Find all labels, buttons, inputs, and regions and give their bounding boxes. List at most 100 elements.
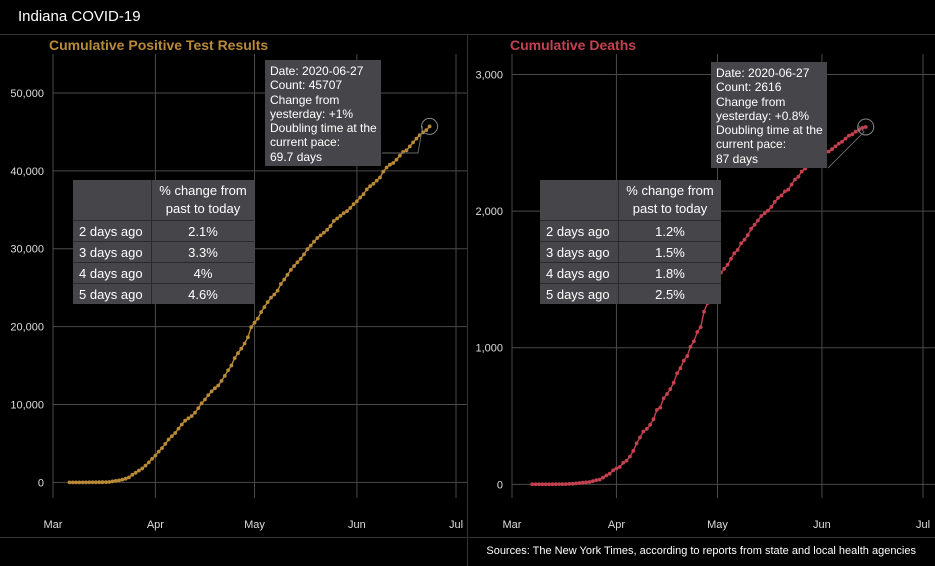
data-point [786,187,791,192]
data-point [641,429,646,434]
table-row: 2 days ago 2.1% [73,220,254,242]
data-point [776,196,780,200]
data-point [762,211,767,216]
data-point [388,162,392,167]
table-header: % change from past to today [618,180,721,221]
y-tick-label: 0 [497,479,503,491]
row-label: 5 days ago [73,283,152,304]
data-point [179,422,184,427]
data-point [351,202,356,207]
data-point [246,335,250,340]
table-corner [73,180,152,221]
data-point [133,470,138,475]
data-point [843,136,848,141]
data-point [236,351,240,356]
data-point [252,320,257,325]
tooltip-line: Count: 45707 [270,78,343,93]
data-point [156,449,161,454]
data-point [348,206,353,210]
y-tick-label: 40,000 [10,166,44,178]
data-point [543,482,548,487]
data-point [537,482,541,487]
highlight-marker [857,118,875,136]
data-point [239,346,244,351]
data-point [183,418,188,423]
data-point [391,161,396,165]
data-point [759,214,764,218]
y-tick-label: 20,000 [10,322,44,334]
row-value: 1.5% [618,241,721,263]
row-label: 2 days ago [540,220,619,242]
data-point [282,277,287,282]
data-point [328,224,333,228]
tooltip-leader-line [827,124,865,169]
data-point [209,389,214,394]
table-row: 5 days ago 2.5% [540,283,721,304]
x-tick-label: Mar [44,519,63,531]
x-tick-label: Apr [608,519,625,531]
data-point [397,153,402,158]
row-value: 4.6% [151,283,254,304]
data-point [695,330,700,334]
data-point [341,211,346,216]
panel-title: Cumulative Positive Test Results [49,37,268,53]
data-point [206,393,211,397]
data-point [793,177,797,182]
data-point [783,189,787,194]
data-point [77,480,82,485]
data-point [533,482,538,487]
data-point [265,300,270,304]
data-point [675,371,679,376]
data-point [847,133,851,138]
row-value: 1.2% [618,220,721,242]
data-point [681,358,686,363]
data-point [345,209,349,214]
data-point [745,233,750,238]
panel-title: Cumulative Deaths [510,37,636,53]
data-point [94,480,98,485]
data-point [318,233,323,238]
data-point [295,260,300,265]
tooltip-line: Change from [270,92,340,107]
data-point [130,472,135,477]
data-point [648,422,652,427]
x-tick-label: Jul [916,519,930,531]
data-point [427,124,432,129]
tooltip-line: Doubling time at the [270,121,377,136]
row-label: 4 days ago [73,262,152,284]
data-point [617,465,622,469]
data-point [176,426,181,431]
data-point [127,475,131,480]
data-point [275,288,280,293]
data-point [853,129,858,134]
tooltip-line: 87 days [716,151,759,166]
data-point [242,341,247,346]
data-point [772,199,777,204]
data-point [732,251,737,256]
data-point [90,480,95,485]
row-value: 2.1% [151,220,254,242]
data-point [67,480,72,485]
data-point [186,416,191,421]
data-point [381,169,386,174]
data-point [638,435,642,440]
y-tick-label: 30,000 [10,244,44,256]
data-point [104,480,108,484]
data-point [292,264,296,268]
data-point [216,383,221,388]
data-point [580,480,585,485]
data-point [553,482,558,487]
data-point [153,453,158,458]
data-point [100,480,105,485]
data-point [850,132,855,137]
data-point [364,187,369,192]
data-point [120,477,125,482]
data-point [779,193,784,198]
data-point [634,441,639,446]
y-tick-label: 1,000 [475,343,503,355]
data-point [651,417,656,422]
data-point [796,174,801,179]
cases-tooltip: Date: 2020-06-27 Count: 45707 Change fro… [265,60,381,166]
data-point [269,295,273,300]
data-point [255,316,260,321]
